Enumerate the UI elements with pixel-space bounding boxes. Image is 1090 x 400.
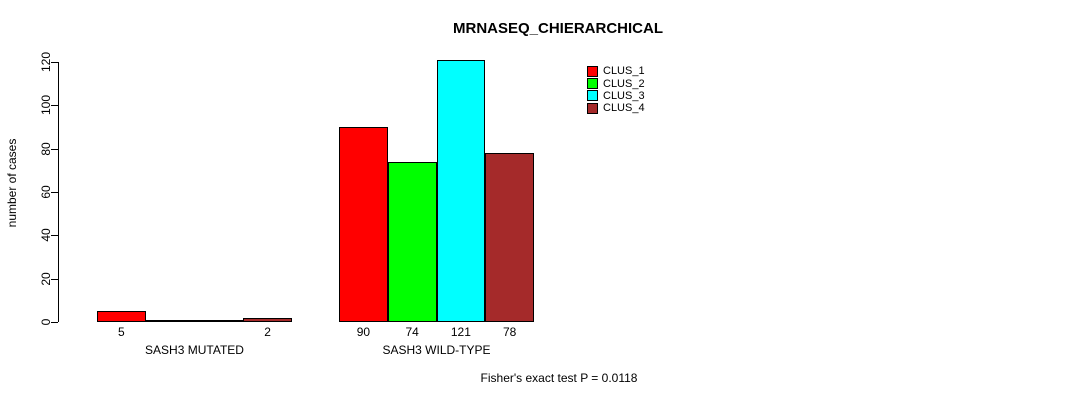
bar-value-label: 5 (118, 325, 125, 339)
y-tick (51, 192, 58, 193)
bar-value-label: 74 (405, 325, 419, 339)
y-tick-label: 80 (39, 141, 53, 156)
y-tick (51, 278, 58, 280)
bar-zero (145, 320, 195, 322)
y-tick-label: 40 (39, 228, 53, 243)
bar (387, 162, 437, 322)
legend-swatch (587, 78, 598, 90)
bar (485, 153, 534, 322)
y-tick-label: 100 (39, 95, 53, 116)
legend-row: CLUS_1 (587, 65, 645, 77)
bar (243, 318, 292, 322)
y-tick (51, 322, 58, 323)
bar (97, 311, 146, 322)
legend-label: CLUS_1 (603, 65, 645, 78)
legend-swatch (587, 102, 598, 114)
legend-swatch (587, 65, 598, 77)
bar (436, 60, 486, 322)
y-tick (51, 105, 58, 107)
x-axis-group-label: SASH3 MUTATED (145, 343, 244, 357)
y-axis-line (58, 62, 59, 322)
legend-label: CLUS_4 (603, 102, 645, 115)
bar-value-label: 78 (502, 325, 517, 339)
y-tick-label: 20 (39, 271, 53, 286)
annotation-text: Fisher's exact test P = 0.0118 (480, 371, 638, 385)
legend-label: CLUS_2 (603, 77, 645, 90)
y-tick-label: 0 (39, 318, 53, 326)
y-tick (51, 62, 58, 63)
legend-swatch (587, 90, 598, 102)
bar (339, 127, 388, 322)
y-tick-label: 60 (39, 185, 53, 199)
chart-title: MRNASEQ_CHIERARCHICAL (452, 20, 664, 37)
bar-zero (194, 320, 244, 322)
y-tick (51, 235, 58, 237)
legend-row: CLUS_2 (587, 77, 645, 90)
legend-row: CLUS_4 (587, 102, 645, 114)
bar-value-label: 2 (264, 325, 271, 339)
legend: CLUS_1 CLUS_2 CLUS_3 CLUS_4 (587, 65, 645, 115)
bar-value-label: 121 (450, 325, 471, 339)
legend-row: CLUS_3 (587, 90, 645, 102)
y-tick (51, 148, 58, 150)
legend-label: CLUS_3 (603, 89, 645, 102)
bar-value-label: 90 (356, 325, 371, 339)
x-axis-group-label: SASH3 WILD-TYPE (382, 343, 491, 357)
y-tick-label: 120 (39, 51, 53, 73)
